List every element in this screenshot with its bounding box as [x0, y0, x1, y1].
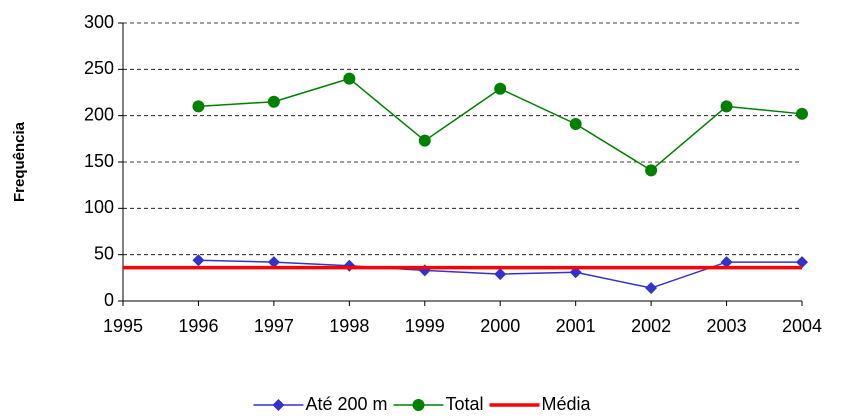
x-tick-label: 2002 — [631, 316, 671, 336]
legend: Até 200 m Total Média — [253, 394, 592, 414]
marker — [412, 399, 425, 411]
marker — [418, 134, 431, 147]
legend-label: Total — [445, 394, 483, 414]
y-tick-label: 50 — [94, 243, 114, 263]
marker — [192, 254, 205, 267]
y-tick-label: 250 — [84, 58, 114, 78]
y-axis-title: Frequência — [11, 121, 28, 202]
marker — [494, 82, 507, 95]
marker — [267, 95, 280, 108]
x-tick-label: 2004 — [782, 316, 822, 336]
marker — [272, 399, 285, 411]
x-tick-label: 2001 — [556, 316, 596, 336]
x-tick-label: 1996 — [178, 316, 218, 336]
marker — [494, 268, 507, 281]
marker — [343, 72, 356, 85]
x-tick-label: 2003 — [707, 316, 747, 336]
y-tick-label: 0 — [104, 290, 114, 310]
marker — [192, 100, 205, 113]
marker — [796, 107, 808, 120]
marker — [569, 118, 582, 131]
x-tick-label: 1997 — [254, 316, 294, 336]
legend-label: Até 200 m — [305, 394, 387, 414]
marker — [720, 100, 733, 113]
y-tick-label: 150 — [84, 151, 114, 171]
y-tick-label: 300 — [84, 12, 114, 32]
marker — [720, 256, 733, 269]
marker — [645, 164, 658, 177]
legend-label: Média — [542, 394, 592, 414]
marker — [645, 282, 658, 295]
x-tick-label: 1998 — [329, 316, 369, 336]
y-tick-label: 100 — [84, 197, 114, 217]
x-tick-label: 1999 — [405, 316, 445, 336]
x-tick-label: 2000 — [480, 316, 520, 336]
x-tick-label: 1995 — [103, 316, 143, 336]
marker — [343, 259, 356, 272]
marker — [796, 256, 808, 269]
marker — [267, 256, 280, 269]
y-tick-label: 200 — [84, 104, 114, 124]
